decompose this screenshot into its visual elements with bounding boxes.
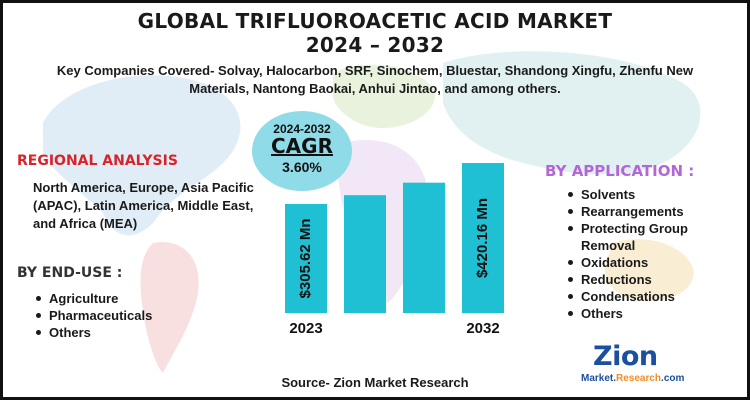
zion-logo: Zion Market.Research.com	[577, 341, 687, 393]
end-use-title: BY END-USE :	[17, 265, 123, 281]
bar-4	[462, 163, 504, 313]
logo-tagline-suffix: .com	[661, 373, 685, 384]
cagr-label: CAGR	[271, 134, 333, 158]
logo-wordmark: Zion	[593, 341, 658, 372]
bar-value-label: $420.16 Mn	[474, 198, 491, 278]
bar-3	[403, 182, 445, 313]
end-use-list: Agriculture Pharmaceuticals Others	[33, 290, 152, 341]
bar-1	[285, 203, 327, 313]
application-item: Oxidations	[565, 254, 745, 271]
bar-value-label: $305.62 Mn	[297, 218, 314, 298]
map-europe	[333, 64, 435, 128]
application-item: Protecting Group Removal	[565, 220, 745, 254]
source-text: Source- Zion Market Research	[281, 375, 469, 390]
application-title: BY APPLICATION :	[545, 162, 695, 180]
application-item: Rearrangements	[565, 203, 745, 220]
x-tick-label: 2032	[466, 320, 499, 337]
logo-tagline-accent: Research	[616, 373, 662, 384]
page-title-years: 2024 – 2032	[305, 33, 445, 57]
map-south-america	[140, 242, 199, 373]
logo-tagline: Market.Research.com	[581, 373, 684, 384]
cagr-badge: 2024-2032 CAGR 3.60%	[252, 111, 352, 191]
cagr-years: 2024-2032	[273, 122, 331, 136]
page-title: GLOBAL TRIFLUOROACETIC ACID MARKET	[137, 9, 613, 33]
map-oceania	[604, 239, 694, 302]
market-bar-chart: $305.62 Mn 2023 $420.16 Mn 2032	[285, 163, 504, 337]
application-item: Condensations	[565, 288, 745, 305]
cagr-value: 3.60%	[282, 159, 322, 175]
key-companies-text: Key Companies Covered- Solvay, Halocarbo…	[56, 63, 694, 96]
end-use-item: Pharmaceuticals	[33, 307, 152, 324]
end-use-item: Others	[33, 324, 152, 341]
application-item: Solvents	[565, 186, 745, 203]
end-use-item: Agriculture	[33, 290, 152, 307]
bar-2	[344, 195, 386, 313]
map-asia	[443, 51, 701, 175]
application-list: Solvents Rearrangements Protecting Group…	[565, 186, 745, 322]
x-tick-label: 2023	[289, 320, 322, 337]
regional-analysis-title: REGIONAL ANALYSIS	[17, 153, 178, 169]
map-north-america	[43, 75, 241, 236]
application-item: Reductions	[565, 271, 745, 288]
regional-analysis-text: North America, Europe, Asia Pacific (APA…	[33, 180, 254, 231]
application-item: Others	[565, 305, 745, 322]
logo-tagline-part: Market.	[581, 373, 617, 384]
